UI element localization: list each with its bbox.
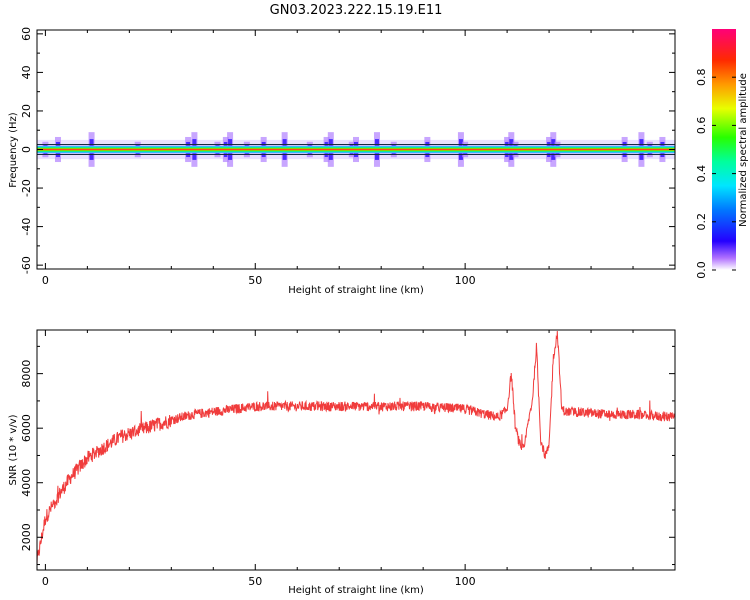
colorbar-tick-label: 0.4 [695,165,708,183]
spectrogram-ytick-label: 0 [20,146,33,153]
snr-series-line [37,330,675,565]
colorbar-gradient [712,29,736,270]
colorbar: 0.0 0.2 0.4 0.6 0.8 Normalized spectral ampl… [695,29,749,279]
snr-ytick-label: 8000 [20,360,33,388]
snr-background [37,330,675,570]
spectrogram-ylabel: Frequency (Hz) [8,112,19,188]
snr-ytick-label: 2000 [20,523,33,551]
snr-frame [36,329,676,571]
figure-title: GN03.2023.222.15.19.E11 [270,3,443,18]
snr-xtick-label: 100 [455,575,476,588]
colorbar-tick-label: 0.6 [695,117,708,134]
spectrogram-xtick-label: 0 [42,274,49,287]
spectrogram-ytick-label: 20 [20,104,33,118]
spectrogram-panel: -60 -40 -20 0 20 40 60 0 50 100 Height of straigh… [8,27,676,296]
snr-xtick-label: 50 [248,575,262,588]
spectrogram-xtick-label: 100 [455,274,476,287]
spectrogram-ytick-label: -60 [20,256,33,274]
spectrogram-band [37,145,675,154]
spectrogram-ytick-label: 60 [20,27,33,41]
snr-xtick-label: 0 [42,575,49,588]
spectrogram-heatmap [37,132,675,167]
spectrogram-xtick-label: 50 [248,274,262,287]
snr-xlabel: Height of straight line (km) [288,585,424,596]
spectrogram-xlabel: Height of straight line (km) [288,285,424,296]
spectrogram-ytick-label: 40 [20,65,33,79]
snr-ylabel: SNR (10 * v/v) [8,414,19,485]
snr-panel: 2000 4000 6000 8000 0 50 100 Height of straigh… [8,329,676,596]
colorbar-tick-label: 0.8 [695,68,708,86]
spectrogram-frame [36,29,676,270]
colorbar-tick-label: 0.0 [695,261,708,279]
spectrogram-ytick-label: -20 [20,179,33,197]
spectrogram-ytick-label: -40 [20,218,33,236]
colorbar-ticks: 0.0 0.2 0.4 0.6 0.8 [695,68,736,279]
colorbar-tick-label: 0.2 [695,213,708,231]
snr-ytick-label: 4000 [20,469,33,497]
snr-ytick-label: 6000 [20,414,33,442]
colorbar-label: Normalized spectral amplitude [738,73,749,227]
